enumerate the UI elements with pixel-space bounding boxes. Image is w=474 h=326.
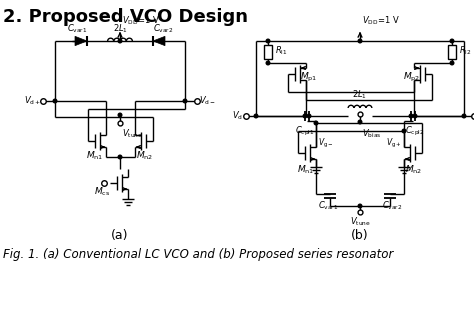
- Text: $M_{\rm n2}$: $M_{\rm n2}$: [405, 164, 423, 176]
- Circle shape: [358, 39, 362, 43]
- Text: $V_{\rm DD}$=1 V: $V_{\rm DD}$=1 V: [362, 14, 400, 27]
- Text: $M_{\rm n2}$: $M_{\rm n2}$: [137, 150, 154, 162]
- Circle shape: [118, 113, 122, 117]
- Text: $C_{\rm var2}$: $C_{\rm var2}$: [382, 199, 402, 212]
- Text: 2. Proposed VCO Design: 2. Proposed VCO Design: [3, 8, 248, 26]
- Circle shape: [266, 61, 270, 65]
- Text: $V_{\rm d-}$: $V_{\rm d-}$: [199, 95, 216, 107]
- Circle shape: [53, 99, 57, 103]
- Circle shape: [409, 114, 413, 118]
- Circle shape: [307, 114, 311, 118]
- Text: $M_{\rm n1}$: $M_{\rm n1}$: [297, 164, 315, 176]
- Circle shape: [266, 39, 270, 43]
- Circle shape: [358, 204, 362, 208]
- Text: $R_{\rm l1}$: $R_{\rm l1}$: [275, 45, 288, 57]
- Text: $V_{\rm d}$: $V_{\rm d}$: [232, 110, 243, 122]
- Text: Fig. 1. (a) Conventional LC VCO and (b) Proposed series resonator: Fig. 1. (a) Conventional LC VCO and (b) …: [3, 248, 393, 261]
- Text: $2L_1$: $2L_1$: [113, 22, 128, 35]
- Text: (a): (a): [111, 230, 129, 243]
- Circle shape: [358, 120, 362, 124]
- Text: $V_{\rm g-}$: $V_{\rm g-}$: [318, 136, 334, 150]
- Text: $M_{\rm p2}$: $M_{\rm p2}$: [403, 70, 420, 83]
- Text: (b): (b): [351, 230, 369, 243]
- Circle shape: [118, 155, 122, 159]
- Circle shape: [402, 129, 406, 133]
- Circle shape: [450, 39, 454, 43]
- Circle shape: [254, 114, 258, 118]
- Text: $V_{\rm DD}$=1 V: $V_{\rm DD}$=1 V: [122, 14, 160, 27]
- Text: $C_{\rm var1}$: $C_{\rm var1}$: [67, 22, 87, 35]
- Circle shape: [314, 121, 318, 125]
- Bar: [448, 45, 456, 59]
- Polygon shape: [75, 36, 87, 46]
- Text: $V_{\rm g+}$: $V_{\rm g+}$: [386, 136, 402, 150]
- Text: $C_{\rm cpl2}$: $C_{\rm cpl2}$: [405, 126, 425, 139]
- Text: $R_{\rm l2}$: $R_{\rm l2}$: [459, 45, 472, 57]
- Text: $M_{\rm cs}$: $M_{\rm cs}$: [94, 186, 110, 199]
- Text: $M_{\rm n1}$: $M_{\rm n1}$: [86, 150, 104, 162]
- Text: $V_{\rm tune}$: $V_{\rm tune}$: [122, 127, 143, 140]
- Circle shape: [413, 114, 417, 118]
- Text: $V_{\rm d+}$: $V_{\rm d+}$: [24, 95, 41, 107]
- Text: $C_{\rm var1}$: $C_{\rm var1}$: [318, 199, 338, 212]
- Text: $V_{\rm tune}$: $V_{\rm tune}$: [350, 216, 370, 229]
- Text: $C_{\rm var2}$: $C_{\rm var2}$: [153, 22, 173, 35]
- Circle shape: [450, 61, 454, 65]
- Circle shape: [118, 39, 122, 43]
- Text: $2L_1$: $2L_1$: [353, 88, 367, 101]
- Text: $V_{\rm bias}$: $V_{\rm bias}$: [362, 128, 382, 141]
- Circle shape: [303, 114, 307, 118]
- Polygon shape: [153, 36, 165, 46]
- Circle shape: [183, 99, 187, 103]
- Bar: [264, 45, 272, 59]
- Text: $M_{\rm p1}$: $M_{\rm p1}$: [300, 70, 317, 83]
- Circle shape: [462, 114, 466, 118]
- Text: $C_{\rm cpl1}$: $C_{\rm cpl1}$: [295, 126, 315, 139]
